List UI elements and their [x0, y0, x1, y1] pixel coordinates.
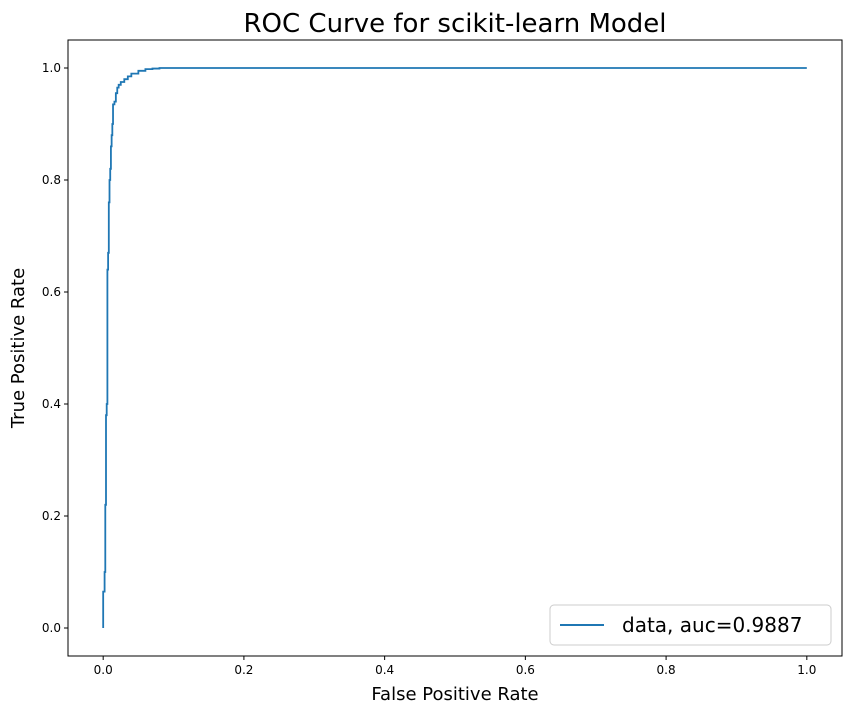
- y-tick-label: 1.0: [42, 61, 61, 75]
- x-axis-ticks: 0.0 0.2 0.4 0.6 0.8 1.0: [94, 656, 816, 677]
- roc-curve-line: [102, 67, 807, 628]
- y-tick-label: 0.8: [42, 173, 61, 187]
- x-tick-label: 0.0: [94, 663, 113, 677]
- y-tick-label: 0.4: [42, 397, 61, 411]
- x-tick-label: 0.6: [516, 663, 535, 677]
- y-tick-label: 0.2: [42, 509, 61, 523]
- x-tick-label: 0.2: [234, 663, 253, 677]
- x-axis-title: False Positive Rate: [371, 684, 538, 705]
- x-tick-label: 0.4: [375, 663, 394, 677]
- legend: data, auc=0.9887: [549, 604, 832, 646]
- y-axis-title: True Positive Rate: [8, 268, 29, 429]
- x-tick-label: 1.0: [797, 663, 816, 677]
- chart-title: ROC Curve for scikit-learn Model: [243, 9, 666, 39]
- y-axis-ticks: 0.0 0.2 0.4 0.6 0.8 1.0: [42, 61, 68, 635]
- legend-box: [549, 604, 832, 646]
- legend-label: data, auc=0.9887: [622, 613, 802, 637]
- y-tick-label: 0.0: [42, 621, 61, 635]
- y-tick-label: 0.6: [42, 285, 61, 299]
- plot-area-frame: [67, 39, 843, 657]
- x-tick-label: 0.8: [657, 663, 676, 677]
- series-layer: [102, 67, 807, 628]
